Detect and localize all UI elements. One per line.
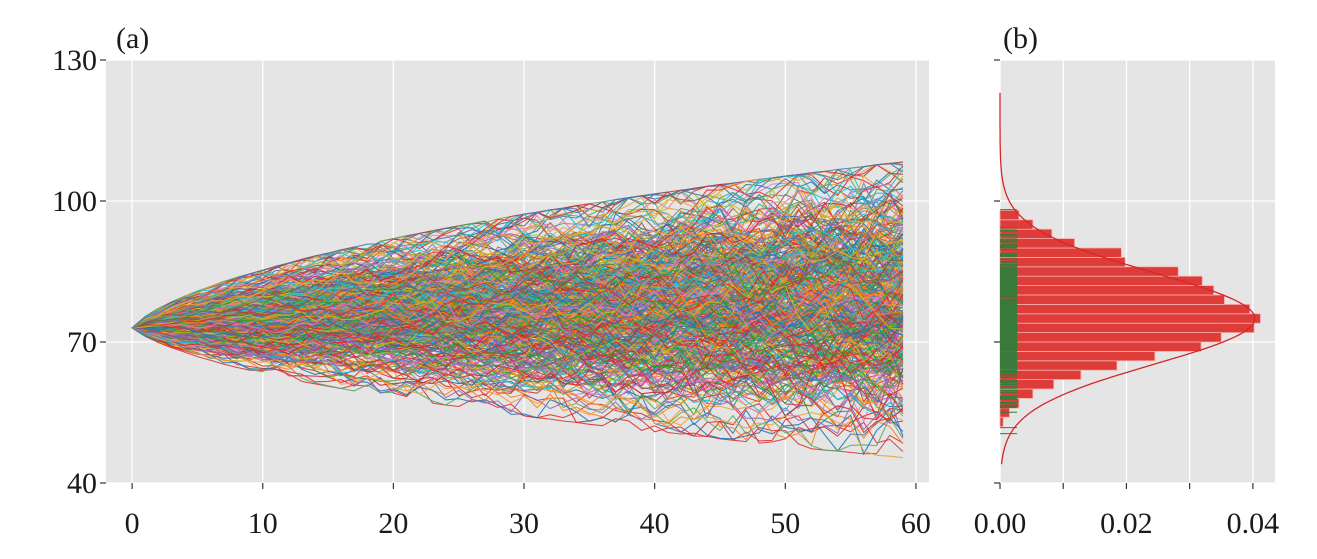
series-line xyxy=(131,327,904,452)
panel-label-b: (b) xyxy=(1003,22,1038,55)
series-line xyxy=(131,227,904,329)
axes-b: 0.00 0.02 0.04 xyxy=(974,59,1280,540)
series-line xyxy=(132,297,903,346)
x-tick-label-b: 0.04 xyxy=(1227,507,1280,540)
y-tick-label-a: 100 xyxy=(52,185,97,218)
y-tick-label-a: 70 xyxy=(67,326,97,359)
x-tick-label-a: 50 xyxy=(770,507,800,540)
series-line xyxy=(131,321,904,370)
series-line xyxy=(131,240,904,329)
series-line xyxy=(131,267,904,329)
y-tick-label-a: 40 xyxy=(67,467,97,500)
x-tick-label-b: 0.02 xyxy=(1100,507,1153,540)
series-line xyxy=(131,327,904,399)
panel-a: 0 10 20 30 40 50 60 40 70 100 130 (a) xyxy=(52,22,931,540)
series-line xyxy=(131,162,903,329)
series-line xyxy=(131,232,904,329)
series-line xyxy=(132,297,904,349)
y-tick-label-a: 130 xyxy=(52,44,97,77)
series-line xyxy=(131,201,904,329)
panel-label-a: (a) xyxy=(116,22,149,55)
series-line xyxy=(131,327,904,422)
histogram-bar xyxy=(999,313,1261,324)
series-line xyxy=(131,164,903,329)
series-line xyxy=(132,279,903,335)
series-line xyxy=(131,162,903,329)
x-tick-label-a: 60 xyxy=(901,507,931,540)
series-line xyxy=(131,327,904,394)
x-tick-label-a: 20 xyxy=(378,507,408,540)
series-line xyxy=(132,286,904,340)
rug-marks xyxy=(1000,209,1018,435)
series-line xyxy=(132,283,904,339)
series-line xyxy=(131,191,904,329)
series-line xyxy=(132,281,903,338)
series-line xyxy=(131,327,904,393)
series-line xyxy=(131,327,903,459)
series-line xyxy=(131,327,904,421)
series-line xyxy=(131,183,904,329)
histogram-bars xyxy=(999,209,1261,428)
histogram-bar xyxy=(999,332,1222,343)
histogram-bar xyxy=(999,341,1202,352)
series-line xyxy=(131,185,904,329)
histogram-bar xyxy=(999,285,1215,296)
axes-a: 0 10 20 30 40 50 60 40 70 100 130 xyxy=(52,44,931,540)
series-line xyxy=(131,229,904,329)
series-line xyxy=(131,327,904,431)
series-line xyxy=(132,284,903,333)
x-tick-label-a: 40 xyxy=(640,507,670,540)
histogram-bar xyxy=(999,322,1255,334)
series-lines-a xyxy=(131,161,904,459)
series-line xyxy=(131,327,904,415)
histogram-bar xyxy=(999,360,1118,371)
x-tick-label-a: 0 xyxy=(125,507,140,540)
kde-curve xyxy=(999,92,1256,465)
x-tick-label-a: 10 xyxy=(248,507,278,540)
histogram-bar xyxy=(999,350,1156,362)
histogram-bar xyxy=(999,416,1004,428)
series-line xyxy=(131,245,903,329)
series-line xyxy=(131,187,903,329)
histogram-bar xyxy=(999,247,1122,258)
series-line xyxy=(132,294,904,356)
histogram-bar xyxy=(999,294,1225,305)
series-line xyxy=(131,250,904,329)
x-tick-label-b: 0.00 xyxy=(974,507,1027,540)
series-line xyxy=(132,291,904,347)
series-line xyxy=(131,258,904,329)
series-line xyxy=(131,188,903,329)
series-line xyxy=(131,256,903,329)
series-line xyxy=(131,327,904,438)
series-line xyxy=(131,327,904,404)
series-line xyxy=(131,210,904,329)
series-line xyxy=(131,327,904,452)
series-line xyxy=(131,327,904,456)
series-line xyxy=(131,327,904,455)
panel-b: 0.00 0.02 0.04 (b) xyxy=(974,22,1279,540)
series-line xyxy=(132,317,904,378)
series-line xyxy=(132,317,903,361)
histogram-bar xyxy=(999,303,1251,315)
x-tick-label-a: 30 xyxy=(509,507,539,540)
